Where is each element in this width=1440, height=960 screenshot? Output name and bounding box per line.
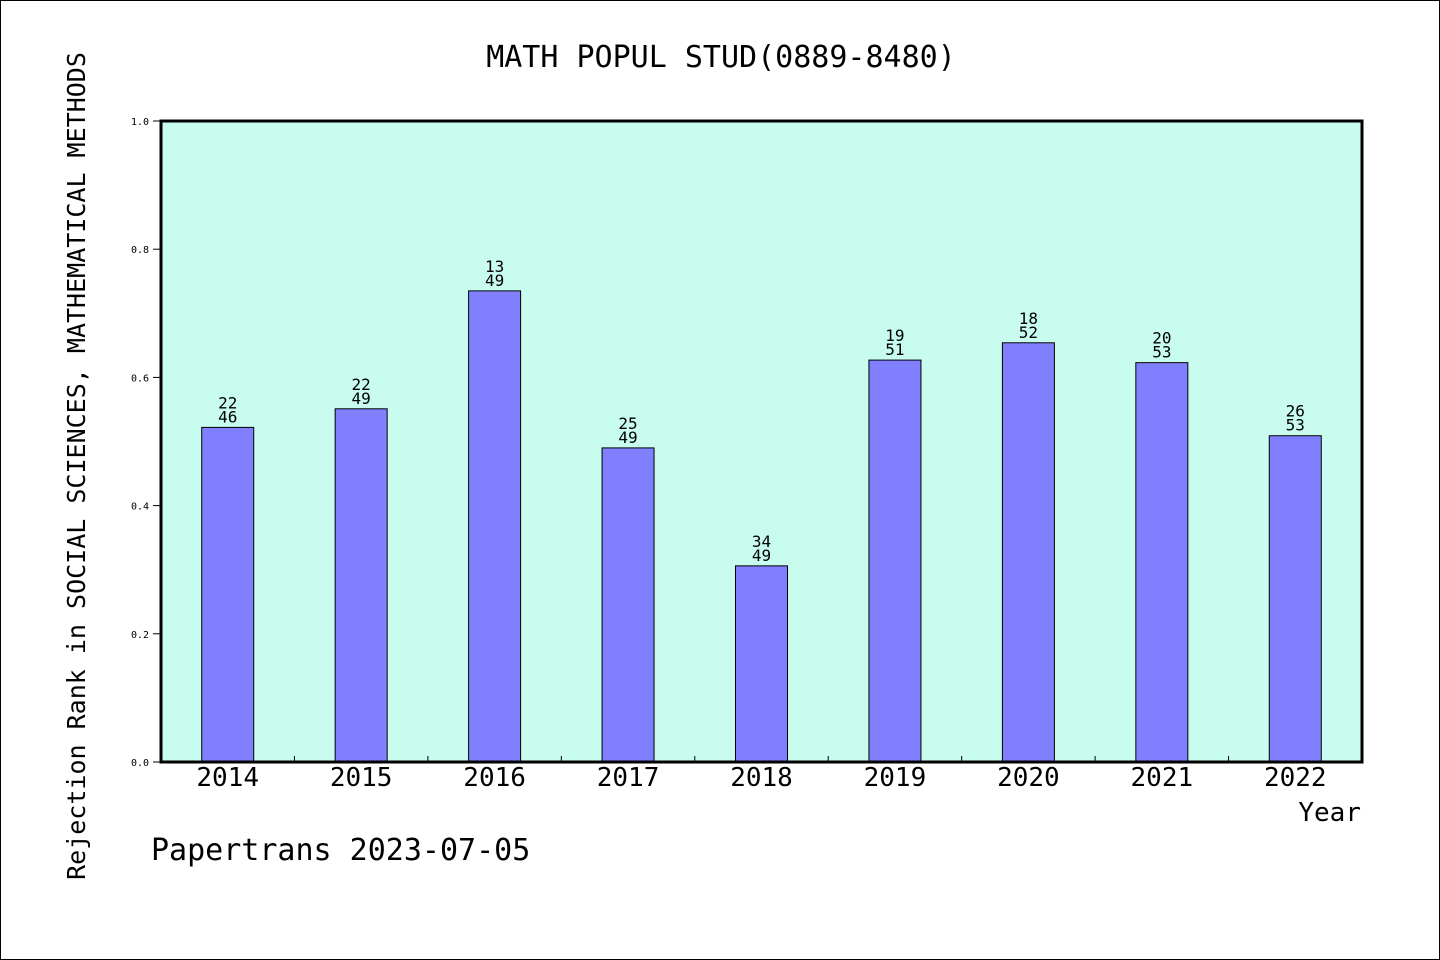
y-tick-label: 0.0 xyxy=(131,758,149,769)
bar xyxy=(1001,342,1055,763)
bar xyxy=(201,426,255,763)
y-tick-label: 1.0 xyxy=(131,117,149,128)
y-axis: 0.0 0.2 0.4 0.6 0.8 1.0 xyxy=(131,117,161,769)
bar xyxy=(334,408,388,763)
data-label-rank: 25 xyxy=(618,414,637,433)
x-tick-label: 2015 xyxy=(330,763,393,793)
x-tick-label: 2018 xyxy=(730,763,793,793)
bar xyxy=(735,565,788,763)
data-label-rank: 22 xyxy=(218,393,237,412)
data-label-total: 51 xyxy=(885,340,904,359)
data-label-rank: 34 xyxy=(752,532,771,551)
data-label-total: 49 xyxy=(618,428,637,447)
x-axis-label: Year xyxy=(1298,798,1361,828)
bar xyxy=(601,447,655,763)
x-tick-label: 2022 xyxy=(1264,763,1327,793)
y-tick-label: 0.8 xyxy=(131,245,149,256)
data-label-rank: 19 xyxy=(885,326,904,345)
data-label-total: 49 xyxy=(752,546,771,565)
x-tick-label: 2019 xyxy=(864,763,927,793)
data-label-rank: 20 xyxy=(1152,329,1171,348)
footer-note: Papertrans 2023-07-05 xyxy=(151,833,531,868)
data-label-total: 53 xyxy=(1286,416,1305,435)
x-tick-label: 2020 xyxy=(997,763,1060,793)
data-label-total: 46 xyxy=(218,407,237,426)
x-tick-label: 2014 xyxy=(196,763,259,793)
data-label-rank: 13 xyxy=(485,257,504,276)
chart-title: MATH POPUL STUD(0889-8480) xyxy=(486,40,956,75)
bar-series xyxy=(201,290,1322,763)
y-tick-label: 0.6 xyxy=(131,373,149,384)
bar xyxy=(868,359,922,763)
x-tick-label: 2021 xyxy=(1131,763,1194,793)
data-label-rank: 22 xyxy=(352,375,371,394)
bar xyxy=(468,290,522,763)
data-label-total: 49 xyxy=(485,271,504,290)
data-label-total: 53 xyxy=(1152,343,1171,362)
plot-frame xyxy=(159,119,1364,764)
data-label-rank: 18 xyxy=(1019,309,1038,328)
bar xyxy=(1135,362,1189,763)
bar xyxy=(1268,435,1322,763)
y-tick-label: 0.2 xyxy=(131,630,149,641)
x-axis: 2014 2015 2016 2017 2018 2019 2020 2021 2022 xyxy=(196,756,1327,793)
y-axis-label: Rejection Rank in SOCIAL SCIENCES, MATHE… xyxy=(62,52,91,880)
y-tick-label: 0.4 xyxy=(131,502,149,513)
data-label-rank: 26 xyxy=(1286,402,1305,421)
data-label-total: 52 xyxy=(1019,323,1038,342)
x-tick-label: 2016 xyxy=(463,763,526,793)
data-label-total: 49 xyxy=(352,389,371,408)
x-tick-label: 2017 xyxy=(597,763,660,793)
